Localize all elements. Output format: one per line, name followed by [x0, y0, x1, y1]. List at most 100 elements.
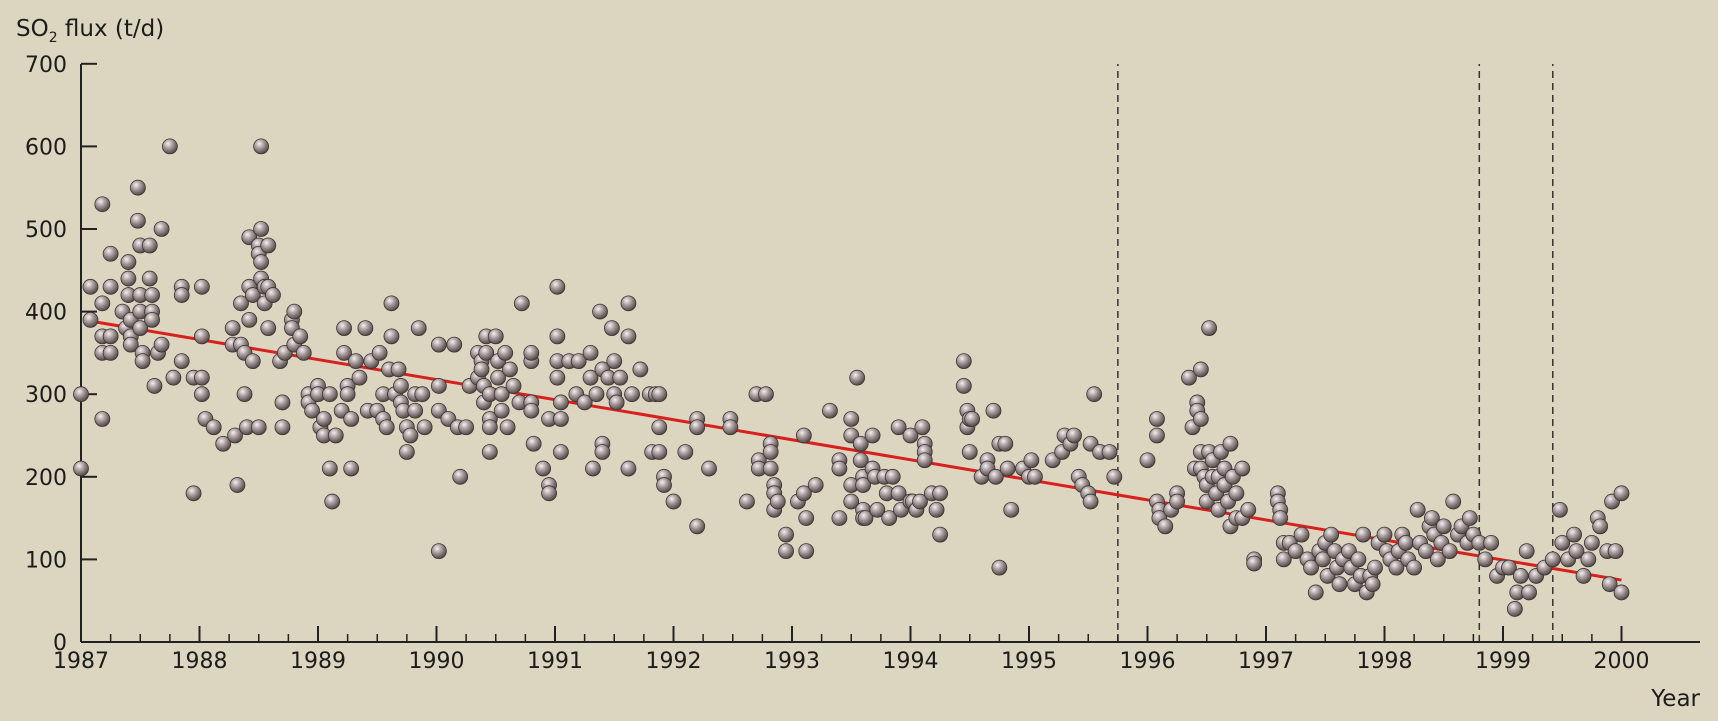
data-point: [852, 452, 869, 469]
x-tick-label: 1998: [1357, 649, 1413, 674]
data-point: [541, 485, 557, 502]
data-point: [1246, 555, 1263, 572]
data-point: [324, 493, 341, 510]
data-point: [807, 477, 824, 493]
data-point: [523, 402, 540, 419]
data-point: [292, 328, 309, 345]
data-points: [73, 138, 1630, 617]
y-tick-label: 400: [25, 301, 67, 326]
data-point: [487, 328, 504, 345]
data-point: [260, 320, 277, 337]
data-point: [1157, 518, 1174, 535]
data-point: [1435, 518, 1452, 535]
data-point: [193, 278, 210, 295]
data-point: [351, 369, 368, 386]
data-point: [795, 485, 812, 502]
data-point: [1501, 559, 1517, 576]
data-point: [316, 411, 332, 427]
data-point: [1566, 526, 1582, 543]
y-tick-label: 500: [25, 218, 67, 243]
data-point: [398, 444, 415, 460]
data-point: [881, 510, 898, 526]
data-point: [762, 460, 779, 477]
data-point: [582, 344, 599, 361]
y-tick-label: 100: [25, 548, 67, 573]
data-point: [173, 287, 190, 303]
data-point: [651, 444, 668, 460]
data-point: [1568, 543, 1585, 560]
data-point: [499, 419, 516, 436]
data-point: [612, 369, 629, 386]
data-point: [1272, 510, 1289, 526]
data-point: [656, 477, 672, 493]
data-point: [912, 493, 928, 510]
data-point: [205, 419, 222, 436]
data-point: [82, 311, 99, 328]
data-point: [1293, 526, 1310, 543]
data-point: [1303, 559, 1319, 576]
data-point: [414, 386, 431, 403]
data-point: [864, 427, 881, 444]
data-point: [932, 485, 949, 502]
y-tick-label: 300: [25, 383, 67, 408]
data-point: [987, 468, 1004, 485]
data-point: [1575, 568, 1592, 584]
data-point: [1240, 501, 1257, 518]
data-point: [928, 501, 945, 518]
data-point: [999, 460, 1016, 477]
data-point: [1106, 468, 1123, 485]
data-point: [1287, 543, 1304, 560]
data-point: [606, 353, 623, 370]
data-point: [73, 460, 89, 477]
data-point: [582, 369, 599, 386]
data-point: [624, 386, 640, 403]
y-tick-labels: 0 100 200 300 400 500 600 700: [25, 53, 67, 656]
data-point: [1364, 576, 1381, 593]
data-point: [722, 419, 739, 436]
data-point: [490, 369, 507, 386]
data-point: [153, 221, 170, 237]
data-point: [857, 510, 874, 526]
data-point: [134, 353, 151, 370]
data-point: [1023, 452, 1040, 469]
x-tick-label: 1994: [883, 649, 939, 674]
data-point: [1086, 386, 1103, 403]
data-point: [185, 485, 202, 502]
x-tick-label: 1997: [1238, 649, 1294, 674]
data-point: [233, 295, 249, 312]
data-point: [253, 221, 270, 237]
data-point: [961, 444, 978, 460]
data-point: [129, 179, 146, 196]
data-point: [430, 336, 447, 353]
data-point: [244, 287, 261, 303]
data-point: [244, 353, 261, 370]
data-point: [620, 295, 637, 312]
data-point: [651, 386, 668, 403]
x-axis-title: Year: [1650, 686, 1700, 712]
data-point: [795, 427, 812, 444]
data-point: [260, 237, 277, 254]
data-point: [1406, 559, 1423, 576]
data-point: [594, 444, 611, 460]
data-point: [1367, 559, 1383, 576]
data-point: [458, 419, 475, 436]
data-point: [762, 444, 779, 460]
data-point: [1149, 427, 1165, 444]
data-point: [1275, 551, 1292, 568]
data-point: [430, 378, 447, 394]
data-point: [1350, 551, 1367, 568]
data-point: [525, 435, 542, 452]
data-point: [890, 485, 907, 502]
data-point: [321, 460, 338, 477]
data-point: [1331, 576, 1348, 593]
data-point: [1169, 493, 1186, 510]
data-point: [1027, 468, 1043, 485]
data-point: [102, 245, 119, 262]
data-point: [1613, 584, 1630, 601]
data-point: [651, 419, 668, 436]
data-point: [378, 419, 395, 436]
data-point: [1583, 534, 1600, 551]
data-point: [778, 543, 794, 560]
data-point: [215, 435, 232, 452]
data-point: [120, 270, 137, 287]
